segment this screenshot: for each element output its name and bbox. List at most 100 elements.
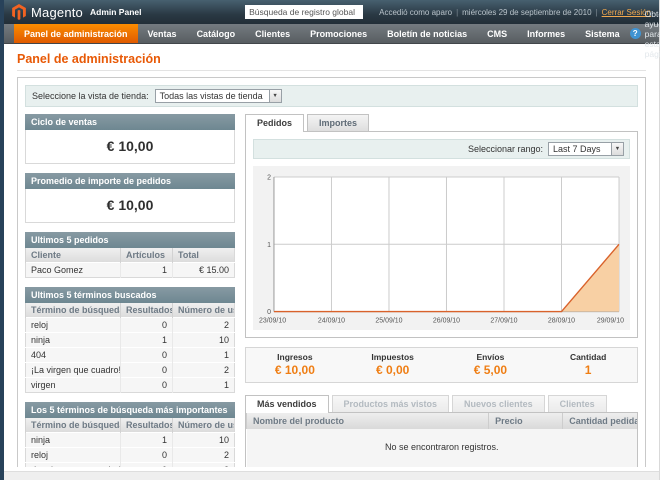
stat-label: Cantidad bbox=[539, 352, 637, 362]
logged-in-as: Accedió como aparo bbox=[379, 8, 452, 17]
search-uses: 1 bbox=[173, 378, 235, 393]
separator: | bbox=[456, 8, 458, 17]
tab[interactable]: Clientes bbox=[548, 395, 607, 412]
totals-row: Ingresos € 10,00 Impuestos € 0,00 Envíos bbox=[245, 347, 638, 383]
search-results: 0 bbox=[121, 448, 173, 463]
bestsellers-grid: Nombre del productoPrecioCantidad pedida… bbox=[246, 413, 637, 467]
card-top-search-terms: Los 5 términos de búsqueda más important… bbox=[25, 402, 235, 467]
tab[interactable]: Nuevos clientes bbox=[452, 395, 545, 412]
column-header: Cantidad pedida bbox=[563, 413, 637, 429]
search-uses: 1 bbox=[173, 348, 235, 363]
global-search-input[interactable] bbox=[245, 5, 363, 19]
nav-item[interactable]: Catálogo bbox=[187, 24, 246, 43]
search-uses: 2 bbox=[173, 318, 235, 333]
nav-item-label: Sistema bbox=[585, 29, 620, 39]
nav-menu: Panel de administración Ventas Catálogo … bbox=[14, 24, 630, 43]
search-results: 1 bbox=[121, 333, 173, 348]
tab[interactable]: Pedidos bbox=[245, 114, 304, 132]
stat-value: € 0,00 bbox=[344, 363, 442, 377]
svg-text:23/09/10: 23/09/10 bbox=[259, 318, 286, 325]
search-results: 1 bbox=[121, 433, 173, 448]
nav-item[interactable]: Ventas bbox=[138, 24, 187, 43]
page-help-link[interactable]: ? Obtener ayuda para esta página bbox=[630, 24, 660, 43]
search-term-row[interactable]: 404 0 1 bbox=[26, 348, 235, 363]
footer-strip bbox=[4, 471, 659, 480]
order-total: € 15.00 bbox=[173, 263, 235, 278]
store-view-label: Seleccione la vista de tienda: bbox=[32, 91, 149, 101]
tab-label: Nuevos clientes bbox=[464, 399, 533, 409]
search-term-row[interactable]: reloj 0 2 bbox=[26, 318, 235, 333]
card-title: Promedio de importe de pedidos bbox=[25, 173, 235, 189]
search-term: reloj bbox=[26, 318, 121, 333]
main-content: Panel de administración Seleccione la vi… bbox=[4, 44, 659, 467]
card-title: Ciclo de ventas bbox=[25, 114, 235, 130]
dashboard-columns: Ciclo de ventas € 10,00 Promedio de impo… bbox=[25, 114, 638, 467]
stat-value: € 5,00 bbox=[442, 363, 540, 377]
search-term-row[interactable]: reloj 0 2 bbox=[26, 448, 235, 463]
search-term-row[interactable]: ninja 1 10 bbox=[26, 333, 235, 348]
search-term: reloj bbox=[26, 448, 121, 463]
nav-item[interactable]: Promociones bbox=[300, 24, 377, 43]
magento-logo: Magento Admin Panel bbox=[12, 4, 141, 20]
nav-item[interactable]: Sistema bbox=[575, 24, 630, 43]
search-term-row[interactable]: ¡La virgen que cuadro! 0 2 bbox=[26, 463, 235, 468]
svg-text:0: 0 bbox=[267, 309, 271, 316]
search-uses: 2 bbox=[173, 363, 235, 378]
range-bar: Seleccionar rango: Last 7 Days ▼ bbox=[253, 139, 630, 159]
tab[interactable]: Más vendidos bbox=[245, 395, 329, 413]
nav-item-label: Informes bbox=[527, 29, 565, 39]
header-session-info: Accedió como aparo | miércoles 29 de sep… bbox=[379, 8, 651, 17]
search-term: ninja bbox=[26, 333, 121, 348]
nav-item[interactable]: Clientes bbox=[245, 24, 300, 43]
page-title: Panel de administración bbox=[17, 52, 646, 71]
logo-text: Magento bbox=[31, 5, 83, 20]
search-term: ninja bbox=[26, 433, 121, 448]
chevron-down-icon: ▼ bbox=[611, 143, 623, 155]
nav-item-label: Clientes bbox=[255, 29, 290, 39]
order-items: 1 bbox=[121, 263, 173, 278]
card-average-orders: Promedio de importe de pedidos € 10,00 bbox=[25, 173, 235, 223]
customer-name: Paco Gomez bbox=[26, 263, 121, 278]
tab-label: Pedidos bbox=[257, 118, 292, 128]
card-last-search-terms: Ultimos 5 términos buscados Término de b… bbox=[25, 287, 235, 393]
orders-area-chart: 01223/09/1024/09/1025/09/1026/09/1027/09… bbox=[258, 171, 625, 325]
svg-text:24/09/10: 24/09/10 bbox=[318, 318, 345, 325]
range-select[interactable]: Last 7 Days ▼ bbox=[548, 142, 624, 156]
column-header: Término de búsqueda bbox=[26, 303, 121, 318]
logout-link[interactable]: Cerrar Sesión bbox=[602, 8, 651, 17]
nav-item[interactable]: CMS bbox=[477, 24, 517, 43]
dashboard-container: Seleccione la vista de tienda: Todas las… bbox=[17, 77, 646, 467]
tab[interactable]: Productos más vistos bbox=[332, 395, 450, 412]
svg-text:25/09/10: 25/09/10 bbox=[375, 318, 402, 325]
search-uses: 10 bbox=[173, 333, 235, 348]
nav-item-label: Boletín de noticias bbox=[387, 29, 467, 39]
chart-tabs: Pedidos Importes bbox=[245, 114, 638, 131]
tab[interactable]: Importes bbox=[307, 114, 369, 131]
search-term-row[interactable]: ¡La virgen que cuadro! 0 2 bbox=[26, 363, 235, 378]
nav-item[interactable]: Boletín de noticias bbox=[377, 24, 477, 43]
nav-item[interactable]: Panel de administración bbox=[14, 24, 138, 43]
tab-label: Clientes bbox=[560, 399, 595, 409]
nav-item-label: CMS bbox=[487, 29, 507, 39]
card-lifetime-sales: Ciclo de ventas € 10,00 bbox=[25, 114, 235, 164]
search-term-row[interactable]: virgen 0 1 bbox=[26, 378, 235, 393]
total-stat: Envíos € 5,00 bbox=[442, 352, 540, 377]
column-header: Resultados bbox=[121, 303, 173, 318]
store-view-select[interactable]: Todas las vistas de tienda ▼ bbox=[155, 89, 282, 103]
chart-panel: Seleccionar rango: Last 7 Days ▼ 0 1 2 23/0… bbox=[245, 131, 638, 338]
search-results: 0 bbox=[121, 463, 173, 468]
order-row[interactable]: Paco Gomez 1 € 15.00 bbox=[26, 263, 235, 278]
search-term: ¡La virgen que cuadro! bbox=[26, 463, 121, 468]
column-header: Total bbox=[173, 248, 235, 263]
svg-text:1: 1 bbox=[267, 242, 271, 249]
search-results: 0 bbox=[121, 363, 173, 378]
search-results: 0 bbox=[121, 348, 173, 363]
chevron-down-icon: ▼ bbox=[269, 90, 281, 102]
svg-text:2: 2 bbox=[267, 174, 271, 181]
window-frame: Magento Admin Panel Accedió como aparo |… bbox=[0, 0, 660, 480]
nav-item[interactable]: Informes bbox=[517, 24, 575, 43]
search-term-row[interactable]: ninja 1 10 bbox=[26, 433, 235, 448]
stat-value: 1 bbox=[539, 363, 637, 377]
average-orders-value: € 10,00 bbox=[25, 189, 235, 223]
store-view-selected: Todas las vistas de tienda bbox=[156, 90, 269, 102]
